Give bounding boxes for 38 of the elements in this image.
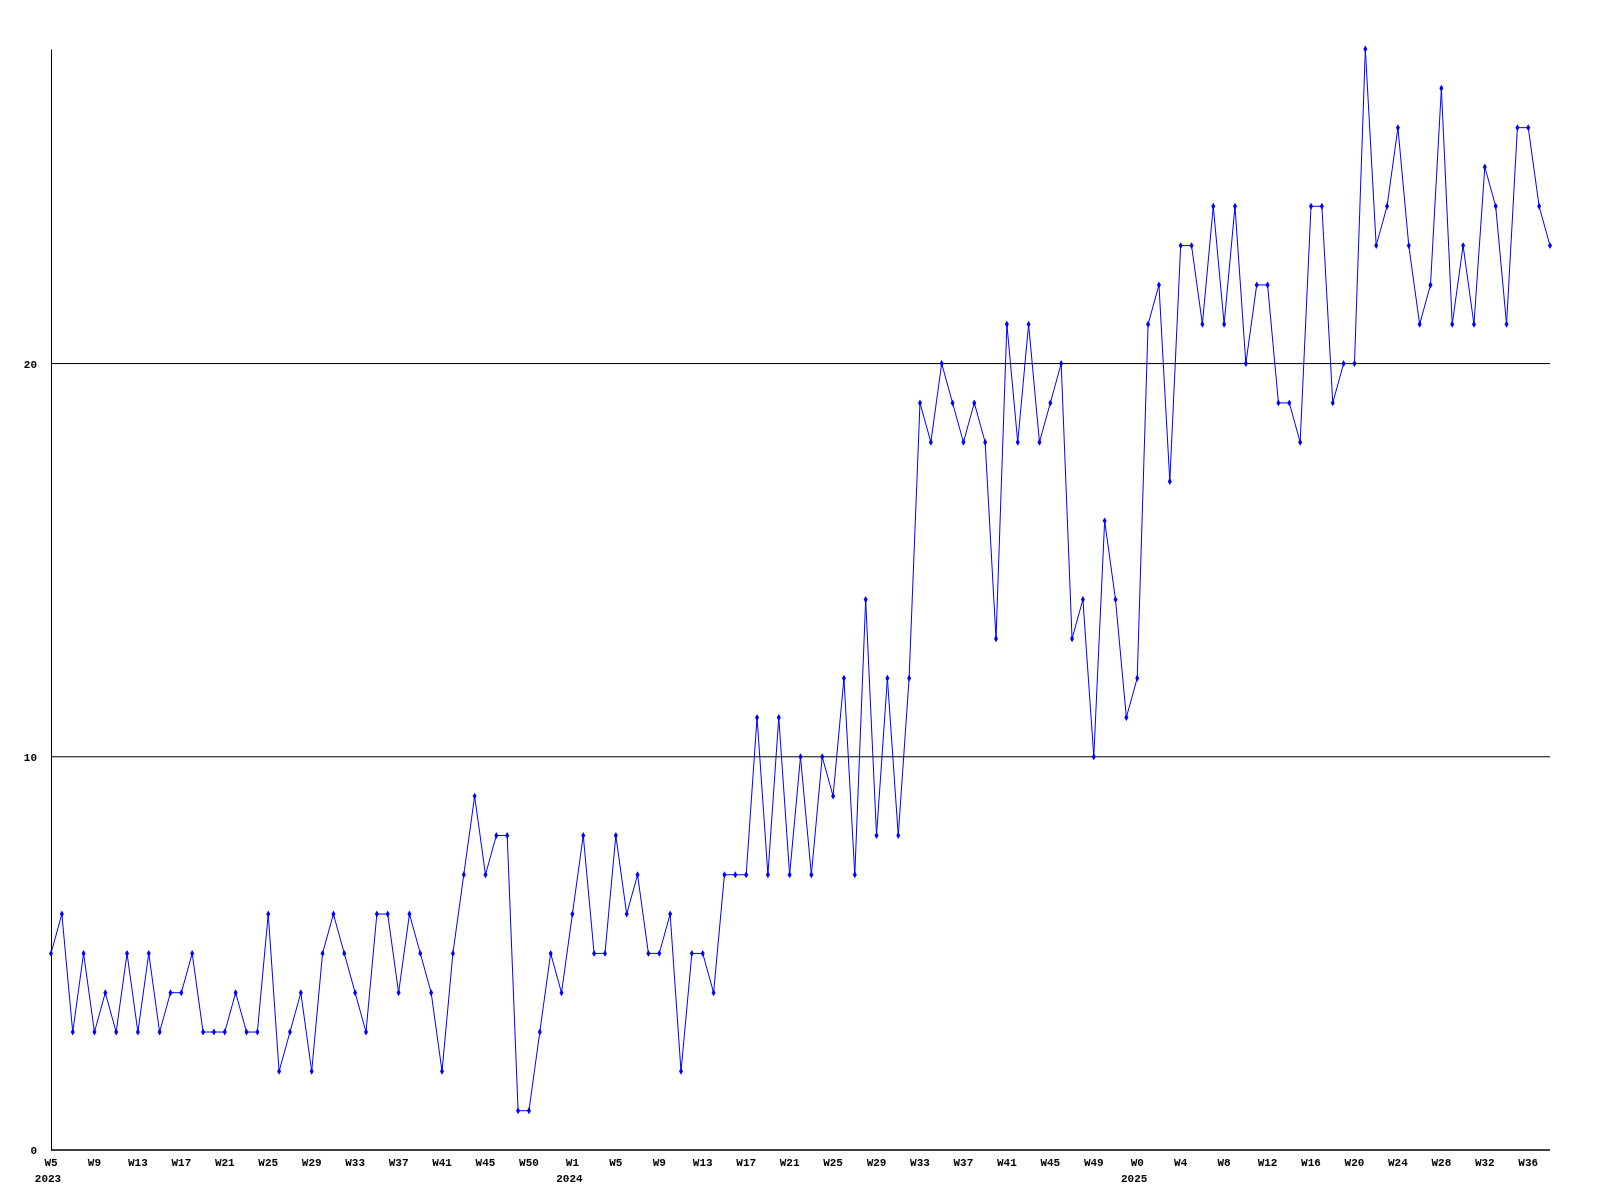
x-tick-label: W24 — [1388, 1157, 1409, 1169]
x-tick-label: W41 — [996, 1157, 1018, 1169]
x-tick-label: W25 — [823, 1157, 844, 1169]
x-tick-label: W29 — [866, 1157, 887, 1169]
x-tick-label: W37 — [388, 1157, 409, 1169]
x-tick-label: W13 — [692, 1157, 714, 1169]
x-tick-label: W0 2025 — [1121, 1157, 1148, 1185]
x-tick-label: W5 — [609, 1157, 623, 1169]
x-tick-label: W13 — [127, 1157, 149, 1169]
x-tick-label: W17 — [171, 1157, 192, 1169]
x-tick-label: W49 — [1083, 1157, 1104, 1169]
y-tick-label: 20 — [23, 358, 37, 371]
y-tick-label: 10 — [23, 751, 37, 764]
x-tick-label: W36 — [1518, 1157, 1539, 1169]
x-tick-label: W21 — [779, 1157, 800, 1169]
y-tick-label: 0 — [30, 1145, 37, 1158]
x-tick-label: W33 — [910, 1157, 931, 1169]
x-tick-label: W9 — [652, 1157, 666, 1169]
x-tick-label: W20 — [1344, 1157, 1365, 1169]
x-tick-label: W21 — [214, 1157, 236, 1169]
x-tick-label: W17 — [736, 1157, 757, 1169]
x-tick-label: W45 — [475, 1157, 496, 1169]
x-tick-label: W8 — [1217, 1157, 1232, 1169]
x-tick-label: W29 — [301, 1157, 322, 1169]
x-tick-label: W37 — [953, 1157, 974, 1169]
x-tick-label: W32 — [1474, 1157, 1495, 1169]
x-tick-label: W4 — [1174, 1157, 1188, 1169]
x-tick-label: W9 — [87, 1157, 102, 1169]
x-tick-label: W41 — [432, 1157, 453, 1169]
x-tick-label: W50 — [519, 1157, 539, 1169]
x-tick-label: W33 — [345, 1157, 366, 1169]
x-tick-label: W25 — [258, 1157, 279, 1169]
x-tick-label: W28 — [1431, 1157, 1452, 1169]
x-tick-label: W45 — [1040, 1157, 1061, 1169]
x-tick-label: W5 2023 — [34, 1157, 62, 1185]
x-tick-label: W12 — [1257, 1157, 1278, 1169]
x-tick-label: W1 2024 — [556, 1157, 583, 1185]
x-tick-label: W16 — [1301, 1157, 1321, 1169]
